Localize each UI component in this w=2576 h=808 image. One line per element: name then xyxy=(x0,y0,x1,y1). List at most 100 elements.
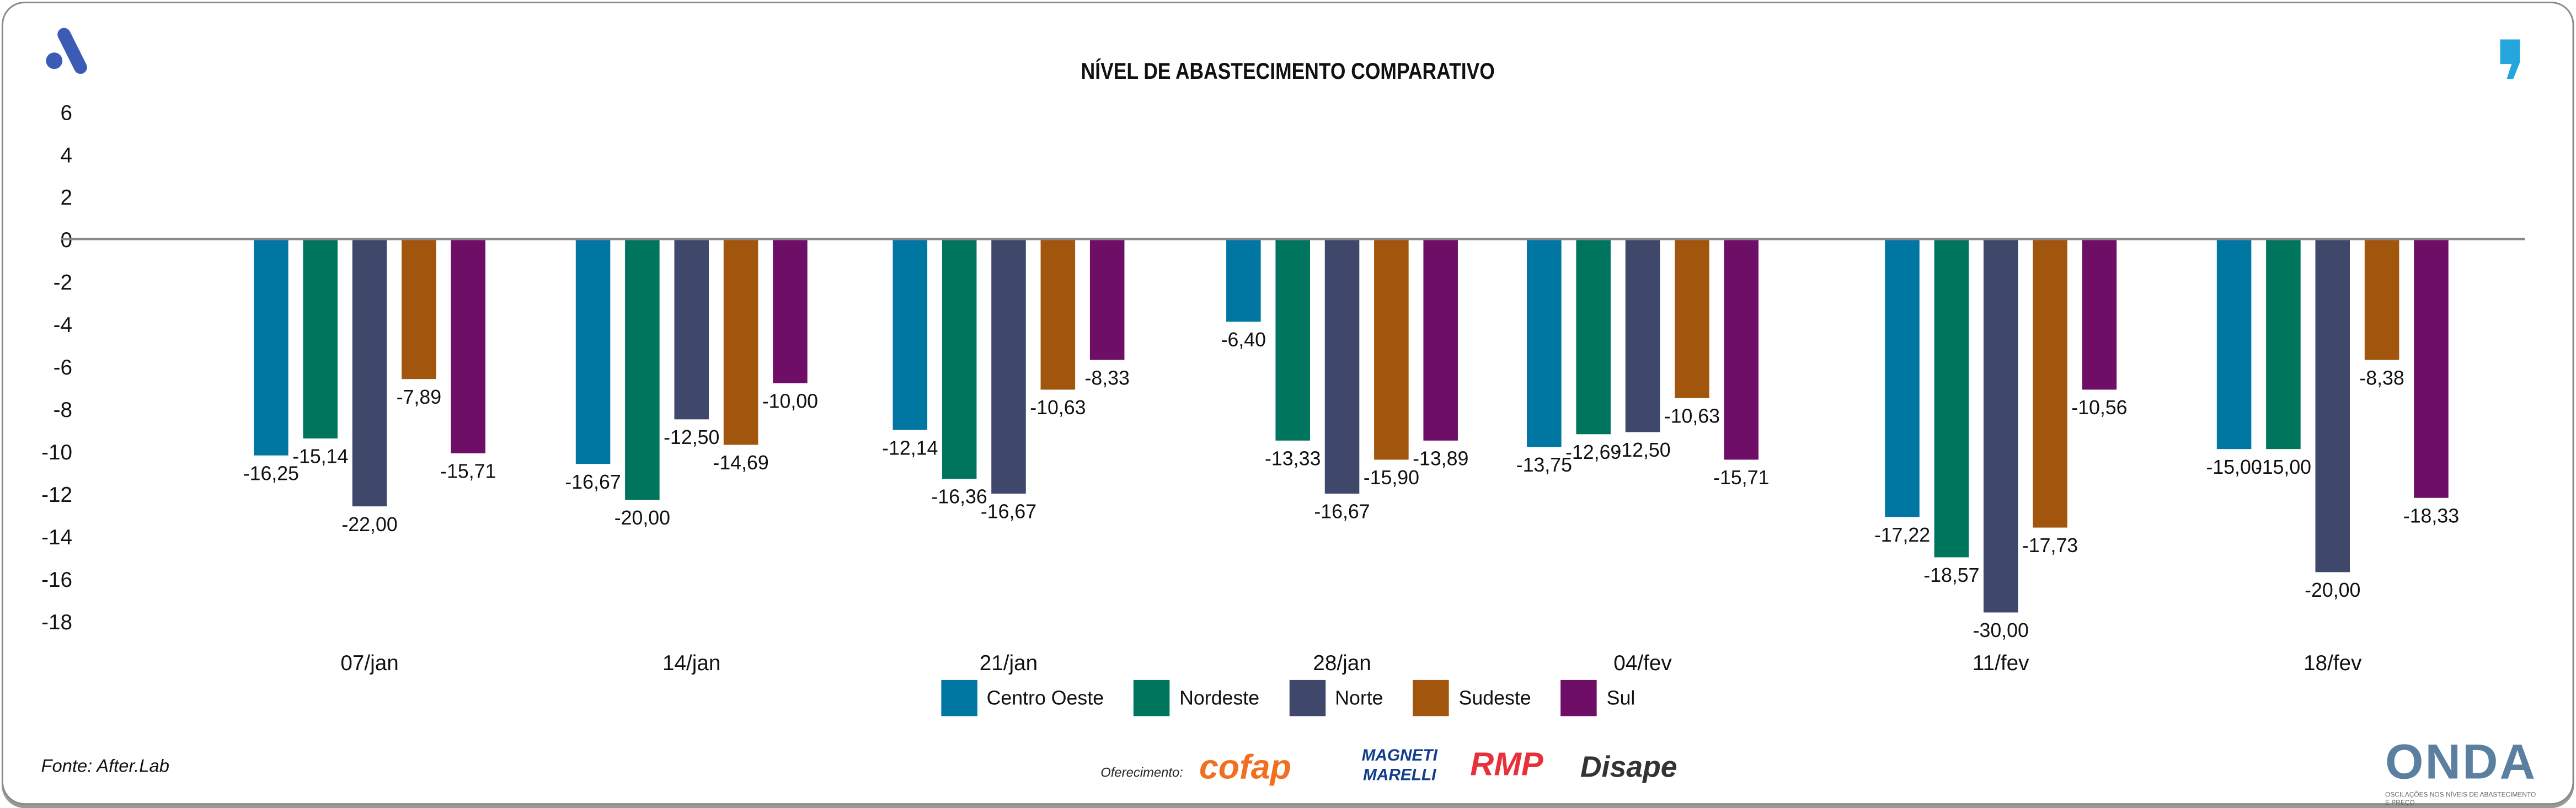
y-tick-label: -18 xyxy=(41,611,72,634)
x-tick-label: 14/jan xyxy=(662,651,720,675)
legend-swatch xyxy=(1560,679,1597,716)
bar-sudeste xyxy=(402,239,436,379)
bar-sul xyxy=(773,239,808,383)
bar-nordeste xyxy=(2266,239,2301,450)
bar-nordeste xyxy=(1934,239,1969,558)
bar-centro-oeste xyxy=(254,239,288,456)
sponsor-disape-logo: Disape xyxy=(1580,750,1677,784)
data-label: -16,67 xyxy=(1314,501,1370,523)
data-label: -13,33 xyxy=(1265,447,1321,469)
y-tick-label: 2 xyxy=(61,186,73,210)
bar-sudeste xyxy=(2033,239,2067,528)
bar-norte xyxy=(1625,239,1660,432)
y-tick-label: -14 xyxy=(41,526,72,549)
legend-label: Sudeste xyxy=(1458,686,1531,710)
y-tick-label: -8 xyxy=(54,398,72,422)
bar-nordeste xyxy=(625,239,660,500)
sponsor-rmp-logo: RMP xyxy=(1470,747,1543,784)
data-label: -17,73 xyxy=(2022,534,2078,556)
x-tick-label: 11/fev xyxy=(1973,651,2029,675)
data-label: -15,71 xyxy=(440,461,496,483)
data-label: -13,89 xyxy=(1413,447,1468,469)
bar-norte xyxy=(991,239,1026,494)
data-label: -30,00 xyxy=(1973,619,2029,641)
data-label: -10,56 xyxy=(2071,397,2127,419)
data-label: -8,38 xyxy=(2359,367,2404,389)
bar-centro-oeste xyxy=(1226,239,1261,322)
y-tick-label: -6 xyxy=(54,356,72,379)
bar-sul xyxy=(1724,239,1759,460)
data-label: -18,57 xyxy=(1923,564,1979,586)
legend: Centro Oeste Nordeste Norte Sudeste Sul xyxy=(0,679,2576,716)
x-tick-label: 18/fev xyxy=(2304,651,2362,675)
data-label: -17,22 xyxy=(1874,524,1930,546)
data-label: -14,69 xyxy=(713,452,768,474)
y-tick-label: -4 xyxy=(54,313,72,337)
bar-centro-oeste xyxy=(1885,239,1920,517)
data-label: -15,90 xyxy=(1364,467,1419,489)
data-label: -10,63 xyxy=(1664,405,1720,427)
bar-sul xyxy=(451,239,485,453)
sponsor-cofap-logo: cofap xyxy=(1199,748,1291,787)
legend-swatch xyxy=(1133,679,1170,716)
data-label: -16,67 xyxy=(565,471,621,493)
legend-item: Centro Oeste xyxy=(940,679,1104,716)
legend-label: Centro Oeste xyxy=(986,686,1104,710)
legend-item: Nordeste xyxy=(1133,679,1260,716)
legend-swatch xyxy=(940,679,977,716)
data-label: -16,25 xyxy=(243,462,299,484)
chart-title: NÍVEL DE ABASTECIMENTO COMPARATIVO xyxy=(1081,57,1495,84)
data-label: -12,69 xyxy=(1565,441,1621,463)
bar-centro-oeste xyxy=(575,239,611,464)
data-label: -16,36 xyxy=(932,486,987,508)
bar-norte xyxy=(1983,239,2018,613)
data-label: -10,00 xyxy=(762,390,818,413)
x-tick-label: 21/jan xyxy=(980,651,1038,675)
source-note: Fonte: After.Lab xyxy=(41,757,169,777)
bar-sul xyxy=(1089,239,1125,360)
bar-sul xyxy=(2082,239,2117,390)
legend-label: Sul xyxy=(1606,686,1636,710)
legend-swatch xyxy=(1413,679,1449,716)
bar-nordeste xyxy=(303,239,338,438)
legend-label: Norte xyxy=(1335,686,1383,710)
bar-nordeste xyxy=(1275,239,1310,441)
data-label: -18,33 xyxy=(2403,505,2459,527)
x-tick-label: 28/jan xyxy=(1313,651,1371,675)
y-tick-label: -12 xyxy=(41,483,72,507)
data-label: -15,14 xyxy=(292,446,348,468)
sponsor-magneti-marelli-logo: MAGNETI MARELLI xyxy=(1361,747,1437,785)
data-label: -6,40 xyxy=(1221,329,1266,351)
y-tick-label: -2 xyxy=(54,271,72,295)
bar-centro-oeste xyxy=(1527,239,1562,447)
legend-swatch xyxy=(1289,679,1326,716)
bar-sudeste xyxy=(723,239,758,445)
data-label: -7,89 xyxy=(397,386,441,408)
bar-sul xyxy=(1423,239,1458,441)
bar-norte xyxy=(352,239,387,507)
legend-item: Sul xyxy=(1560,679,1636,716)
y-tick-label: 6 xyxy=(61,101,73,125)
sponsor-label: Oferecimento: xyxy=(1100,765,1183,780)
legend-label: Nordeste xyxy=(1179,686,1260,710)
legend-item: Norte xyxy=(1289,679,1383,716)
y-tick-label: 0 xyxy=(61,228,73,252)
data-label: -15,71 xyxy=(1713,467,1769,489)
data-label: -8,33 xyxy=(1084,367,1129,389)
data-label: -15,00 xyxy=(2256,456,2311,478)
data-label: -20,00 xyxy=(614,507,670,529)
bar-sudeste xyxy=(1374,239,1409,460)
bar-sudeste xyxy=(1040,239,1076,390)
quote-logo xyxy=(2500,39,2520,79)
after-lab-logo xyxy=(46,28,87,74)
x-tick-label: 04/fev xyxy=(1613,651,1672,675)
onda-logo: ONDA xyxy=(2385,736,2537,790)
data-label: -12,14 xyxy=(882,437,938,459)
y-tick-label: 4 xyxy=(61,143,73,167)
data-label: -12,50 xyxy=(664,426,719,448)
data-label: -12,50 xyxy=(1615,439,1670,461)
x-tick-label: 07/jan xyxy=(340,651,398,675)
bar-sudeste xyxy=(2364,239,2399,360)
